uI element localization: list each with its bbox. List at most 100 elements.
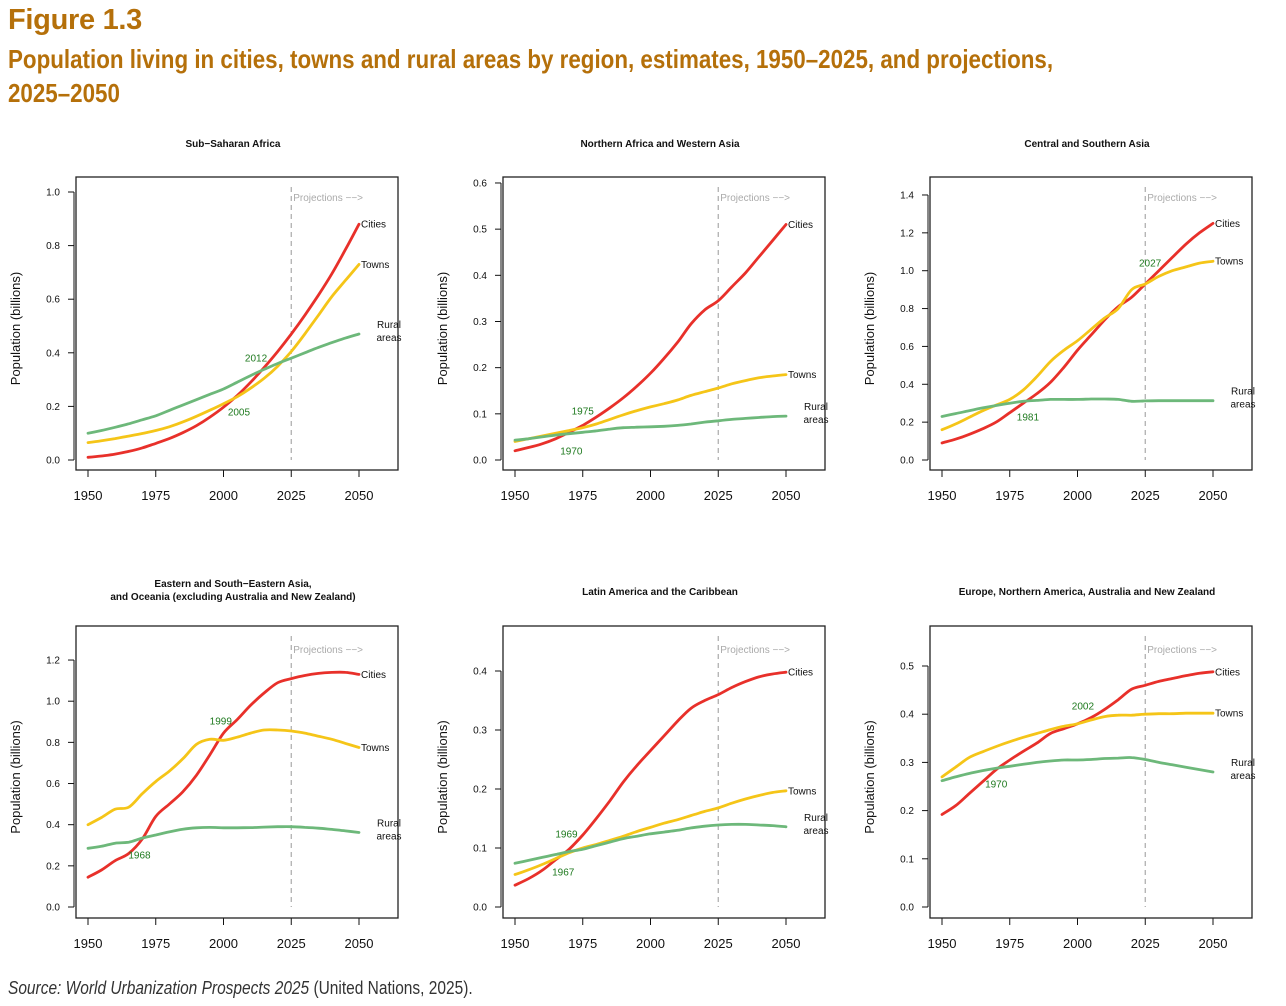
- x-tick-label: 2025: [277, 488, 306, 503]
- x-tick-label: 1975: [995, 936, 1024, 951]
- y-tick-label: 0.6: [473, 178, 487, 189]
- x-tick-label: 1975: [141, 488, 170, 503]
- panel-title: Central and Southern Asia: [1024, 139, 1150, 150]
- series-end-label-line: areas: [803, 415, 828, 426]
- y-tick-label: 0.0: [900, 903, 914, 914]
- y-tick-label: 0.2: [900, 418, 914, 429]
- series-end-label: Rural areas: [803, 402, 828, 426]
- series-end-label-line: areas: [803, 826, 828, 837]
- y-tick-label: 0.4: [46, 820, 60, 831]
- series-end-label: Towns: [361, 743, 389, 754]
- y-tick-label: 0.8: [900, 304, 914, 315]
- x-tick-label: 1950: [928, 936, 957, 951]
- y-tick-label: 0.2: [46, 861, 60, 872]
- figure-title: Population living in cities, towns and r…: [8, 44, 1054, 108]
- y-tick-label: 1.2: [900, 228, 914, 239]
- y-tick-label: 0.1: [900, 854, 914, 865]
- crossover-year-annotation: 1981: [1017, 413, 1040, 424]
- series-line-cities: [940, 222, 1215, 445]
- y-tick-label: 0.4: [46, 348, 60, 359]
- source-italic: Source: World Urbanization Prospects 202…: [8, 978, 310, 998]
- x-tick-label: 1950: [74, 488, 103, 503]
- x-tick-label: 2000: [209, 488, 238, 503]
- crossover-year-annotation: 2005: [228, 407, 251, 418]
- y-tick-label: 1.0: [900, 266, 914, 277]
- y-tick-label: 0.8: [46, 738, 60, 749]
- x-tick-label: 2000: [1063, 488, 1092, 503]
- plot-area-frame: [929, 176, 1253, 471]
- series-end-label-line: Rural: [804, 813, 828, 824]
- y-tick-label: 0.6: [46, 779, 60, 790]
- y-tick-label: 1.2: [46, 656, 60, 667]
- series-end-label: Cities: [361, 670, 386, 681]
- panel-title: Eastern and South−Eastern Asia,: [154, 579, 311, 590]
- y-tick-label: 0.0: [46, 456, 60, 467]
- series-end-label: Cities: [1215, 219, 1240, 230]
- source-rest: (United Nations, 2025).: [309, 978, 473, 998]
- series-end-label: Cities: [1215, 667, 1240, 678]
- x-tick-label: 1975: [995, 488, 1024, 503]
- x-tick-label: 2000: [636, 936, 665, 951]
- y-tick-label: 0.5: [900, 662, 914, 673]
- panel-title: Latin America and the Caribbean: [582, 587, 738, 598]
- series-end-label-line: Rural: [1231, 387, 1255, 398]
- x-tick-label: 2000: [1063, 936, 1092, 951]
- y-axis-label: Population (billions): [862, 720, 877, 833]
- series-line-rural: [513, 414, 788, 442]
- x-tick-label: 2025: [704, 488, 733, 503]
- y-tick-label: 0.0: [900, 456, 914, 467]
- series-end-label: Towns: [788, 786, 816, 797]
- chart-panel: Latin America and the Caribbean Populatio…: [435, 587, 829, 951]
- plot-area-frame: [75, 625, 399, 919]
- y-tick-label: 0.2: [46, 402, 60, 413]
- crossover-year-annotation: 1999: [210, 716, 233, 727]
- series-end-label: Towns: [1215, 709, 1243, 720]
- y-tick-label: 0.4: [473, 271, 487, 282]
- y-axis-label: Population (billions): [8, 720, 23, 833]
- series-line-cities: [86, 670, 361, 879]
- series-line-towns: [513, 373, 788, 443]
- x-tick-label: 1975: [568, 488, 597, 503]
- series-line-rural: [940, 756, 1215, 783]
- series-line-rural: [513, 822, 788, 865]
- crossover-year-annotation: 1975: [572, 407, 595, 418]
- series-end-label: Cities: [788, 220, 813, 231]
- x-tick-label: 1950: [501, 488, 530, 503]
- x-tick-label: 2025: [1131, 488, 1160, 503]
- series-end-label-line: areas: [376, 333, 401, 344]
- series-line-rural: [86, 825, 361, 850]
- projections-label: Projections −−>: [720, 193, 790, 204]
- series-line-cities: [86, 222, 361, 459]
- x-tick-label: 2000: [636, 488, 665, 503]
- crossover-year-annotation: 1967: [552, 868, 575, 879]
- panel-title: Northern Africa and Western Asia: [580, 139, 740, 150]
- series-line-cities: [940, 670, 1215, 816]
- series-line-towns: [940, 711, 1215, 779]
- series-line-towns: [513, 789, 788, 876]
- crossover-year-annotation: 1970: [560, 446, 583, 457]
- crossover-year-annotation: 2012: [245, 354, 268, 365]
- y-tick-label: 0.4: [473, 667, 487, 678]
- series-end-label: Towns: [788, 370, 816, 381]
- x-tick-label: 2050: [1199, 936, 1228, 951]
- x-tick-label: 2050: [772, 936, 801, 951]
- series-end-label: Towns: [1215, 257, 1243, 268]
- x-tick-label: 1975: [141, 936, 170, 951]
- series-end-label: Rural areas: [376, 320, 401, 344]
- x-tick-label: 2050: [772, 488, 801, 503]
- series-end-label: Cities: [788, 668, 813, 679]
- y-tick-label: 0.0: [46, 903, 60, 914]
- series-line-towns: [940, 259, 1215, 432]
- x-tick-label: 2025: [1131, 936, 1160, 951]
- x-tick-label: 2050: [1199, 488, 1228, 503]
- y-tick-label: 0.3: [473, 317, 487, 328]
- crossover-year-annotation: 2002: [1072, 702, 1095, 713]
- y-tick-label: 0.2: [473, 785, 487, 796]
- plot-area-frame: [929, 625, 1253, 919]
- chart-panel: Sub−Saharan Africa Population (billions) 0…: [8, 139, 402, 503]
- plot-area-frame: [502, 176, 826, 471]
- series-end-label: Towns: [361, 260, 389, 271]
- series-line-towns: [86, 263, 361, 444]
- y-tick-label: 1.4: [900, 190, 914, 201]
